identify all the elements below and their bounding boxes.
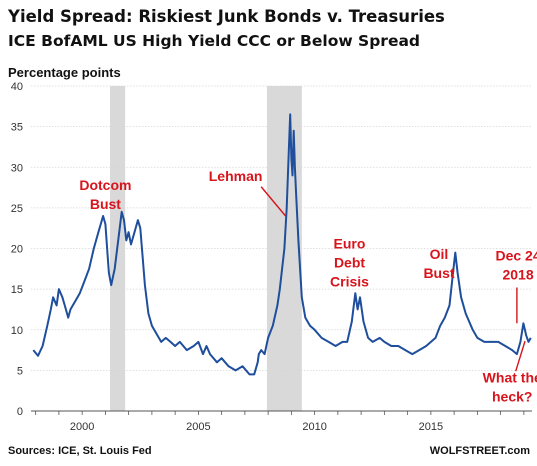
chart-title: Yield Spread: Riskiest Junk Bonds v. Tre… — [7, 7, 445, 26]
annotation-2-line-1: Lehman — [209, 168, 263, 184]
x-tick-label-2015: 2015 — [419, 421, 443, 433]
annotation-1: Dotcom Bust — [79, 177, 131, 212]
y-tick-label-15: 15 — [11, 284, 23, 296]
annotation-6: What the heck? — [483, 370, 537, 405]
annotation-3-line-1: Euro — [334, 236, 366, 252]
annotation-5-line-2: 2018 — [502, 267, 533, 283]
annotation-5-line-1: Dec 24 — [495, 248, 537, 264]
y-tick-label-25: 25 — [11, 203, 23, 215]
x-tick-label-2005: 2005 — [186, 421, 210, 433]
annotation-pointer-1 — [260, 186, 287, 217]
gridlines — [31, 85, 532, 412]
y-tick-label-30: 30 — [11, 162, 23, 174]
source-note: Sources: ICE, St. Louis Fed — [8, 445, 152, 457]
y-axis-label: Percentage points — [8, 65, 121, 80]
y-tick-label-0: 0 — [17, 406, 23, 418]
annotation-3: Euro Debt Crisis — [330, 236, 369, 290]
annotation-6-line-1: What the — [483, 370, 537, 386]
x-tick-label-2010: 2010 — [302, 421, 326, 433]
y-tick-label-10: 10 — [11, 325, 23, 337]
annotation-3-line-3: Crisis — [330, 274, 369, 290]
annotation-pointers — [260, 186, 526, 372]
annotation-3-line-2: Debt — [334, 255, 365, 271]
series-line-group — [32, 113, 532, 376]
x-ticks: 2000 2005 2010 2015 — [35, 411, 525, 433]
brand-label: WOLFSTREET.com — [430, 445, 530, 457]
chart-subtitle: ICE BofAML US High Yield CCC or Below Sp… — [8, 32, 420, 50]
y-tick-label-5: 5 — [17, 365, 23, 377]
annotation-1-line-1: Dotcom — [79, 177, 131, 193]
annotation-2: Lehman — [209, 168, 263, 184]
annotations: Dotcom Bust Lehman Euro Debt Crisis Oil Bust Dec… — [79, 168, 537, 405]
annotation-4-line-2: Bust — [423, 265, 454, 281]
y-tick-label-40: 40 — [11, 81, 23, 93]
annotation-pointer-3 — [515, 340, 526, 372]
x-tick-label-2000: 2000 — [70, 421, 94, 433]
annotation-4-line-1: Oil — [430, 246, 449, 262]
y-tick-labels: 0 5 10 15 20 25 30 35 40 — [11, 81, 23, 418]
annotation-5: Dec 24 2018 — [495, 248, 537, 283]
annotation-6-line-2: heck? — [492, 389, 532, 405]
annotation-1-line-2: Bust — [90, 196, 121, 212]
series-line-1 — [32, 113, 532, 376]
y-tick-label-35: 35 — [11, 122, 23, 134]
annotation-4: Oil Bust — [423, 246, 454, 281]
y-tick-label-20: 20 — [11, 244, 23, 256]
